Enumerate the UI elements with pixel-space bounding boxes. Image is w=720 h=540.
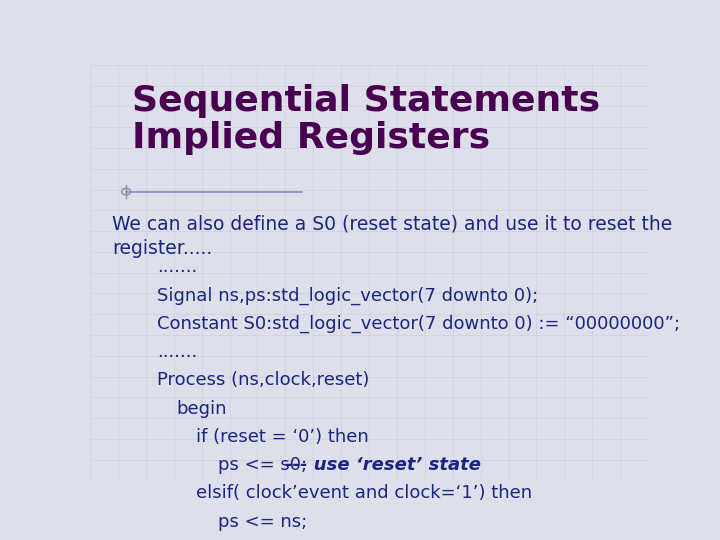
- Text: We can also define a S0 (reset state) and use it to reset the: We can also define a S0 (reset state) an…: [112, 214, 672, 233]
- Text: Constant S0:std_logic_vector(7 downto 0) := “00000000”;: Constant S0:std_logic_vector(7 downto 0)…: [157, 315, 680, 333]
- Text: .......: .......: [157, 343, 197, 361]
- Text: .......: .......: [157, 258, 197, 276]
- Text: Implied Registers: Implied Registers: [132, 121, 490, 155]
- Text: begin: begin: [176, 400, 227, 417]
- Text: Process (ns,clock,reset): Process (ns,clock,reset): [157, 371, 369, 389]
- Text: register.....: register.....: [112, 239, 212, 259]
- Text: ps <= s0;: ps <= s0;: [218, 456, 325, 474]
- Text: Signal ns,ps:std_logic_vector(7 downto 0);: Signal ns,ps:std_logic_vector(7 downto 0…: [157, 286, 539, 305]
- Text: if (reset = ‘0’) then: if (reset = ‘0’) then: [196, 428, 369, 446]
- Text: Sequential Statements: Sequential Statements: [132, 84, 600, 118]
- Text: elsif( clock’event and clock=‘1’) then: elsif( clock’event and clock=‘1’) then: [196, 484, 532, 502]
- Text: --- use ‘reset’ state: --- use ‘reset’ state: [285, 456, 481, 474]
- Text: ps <= ns;: ps <= ns;: [218, 512, 307, 531]
